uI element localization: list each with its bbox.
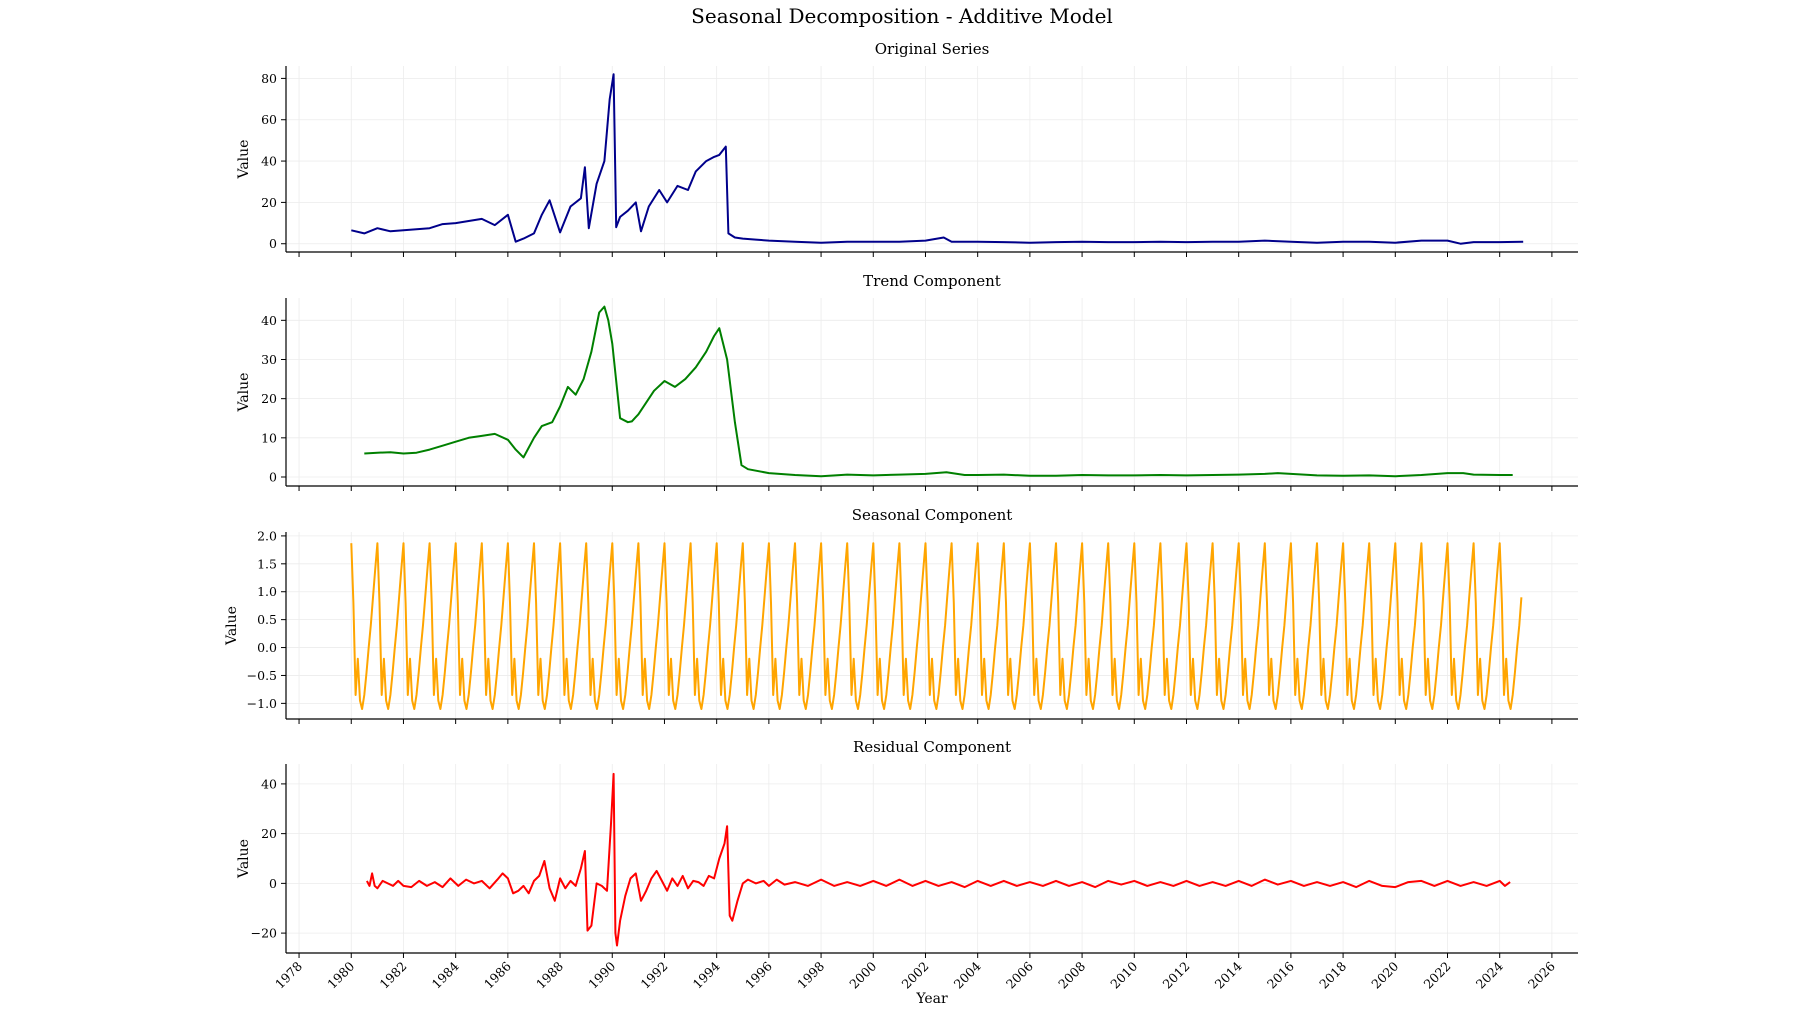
x-tick-label: 2002	[898, 959, 931, 992]
x-tick-label: 2018	[1316, 958, 1349, 991]
y-tick-label: 40	[261, 154, 277, 169]
x-tick-label: 1984	[429, 958, 462, 991]
y-tick-label: −1.0	[247, 696, 277, 711]
y-tick-label: 60	[261, 112, 277, 127]
subplot-3: −1.0 −0.5 0.0 0.5 1.0 1.5 2.0 Seasonal Componen…	[224, 506, 1578, 724]
series-line	[364, 305, 1513, 478]
y-tick-label: 0.5	[257, 612, 277, 627]
subplot-2: 0 10 20 30 40 Trend Component Value	[236, 272, 1578, 491]
y-tick-label: 1.5	[257, 556, 277, 571]
x-tick-label: 1996	[742, 958, 775, 991]
subplot-title: Trend Component	[863, 272, 1001, 290]
subplot-4: −20 0 20 40 Residual Component Value	[236, 738, 1578, 958]
y-axis-label: Value	[224, 606, 240, 646]
x-axis-label: Year	[915, 991, 948, 1007]
y-axis-label: Value	[236, 373, 252, 413]
y-tick-label: 80	[261, 71, 277, 86]
y-tick-label: 2.0	[257, 528, 277, 543]
y-tick-label: 0	[269, 876, 277, 891]
x-tick-label: 2026	[1525, 958, 1558, 991]
figure-title: Seasonal Decomposition - Additive Model	[691, 4, 1113, 28]
x-tick-label: 1992	[637, 959, 670, 992]
y-tick-label: 20	[261, 391, 277, 406]
y-tick-label: 30	[261, 352, 277, 367]
series-line	[350, 542, 1523, 710]
x-tick-label: 2006	[1003, 958, 1036, 991]
series-line	[351, 73, 1524, 245]
x-tick-label: 1982	[376, 959, 409, 992]
x-tick-label: 1980	[324, 958, 357, 991]
y-tick-label: −0.5	[247, 668, 277, 683]
y-axis-label: Value	[236, 140, 252, 180]
y-tick-label: 0	[269, 469, 277, 484]
x-tick-label: 2012	[1160, 959, 1193, 992]
subplot-title: Seasonal Component	[852, 506, 1013, 524]
x-tick-label: 1978	[272, 958, 305, 991]
x-tick-label: 2020	[1368, 958, 1401, 991]
y-tick-label: 20	[261, 826, 277, 841]
y-tick-label: 0	[269, 236, 277, 251]
x-tick-label: 2024	[1473, 958, 1506, 991]
y-tick-label: 40	[261, 313, 277, 328]
y-tick-label: 40	[261, 776, 277, 791]
x-tick-label: 1986	[481, 958, 514, 991]
x-tick-label: 2008	[1055, 958, 1088, 991]
subplot-title: Original Series	[875, 40, 990, 58]
y-tick-label: 10	[261, 430, 277, 445]
x-tick-label: 2022	[1421, 959, 1454, 992]
subplot-title: Residual Component	[853, 738, 1011, 756]
x-tick-label: 2010	[1107, 958, 1140, 991]
y-tick-label: 20	[261, 195, 277, 210]
y-axis-label: Value	[236, 839, 252, 879]
x-tick-label: 2014	[1212, 958, 1245, 991]
x-tick-labels: 1978 1980 1982 1984 1986 1988 1990 1992 1994 1996…	[272, 958, 1558, 991]
series-line	[366, 772, 1511, 947]
subplot-panels: 0 20 40 60 80 Original Series Value 0 10 20 30 40 Tr…	[224, 40, 1578, 992]
x-tick-label: 2016	[1264, 958, 1297, 991]
y-tick-label: 1.0	[257, 584, 277, 599]
x-tick-label: 1994	[690, 958, 723, 991]
x-tick-label: 2004	[951, 958, 984, 991]
x-tick-label: 2000	[846, 958, 879, 991]
y-tick-label: −20	[251, 926, 277, 941]
x-tick-label: 1988	[533, 958, 566, 991]
subplot-1: 0 20 40 60 80 Original Series Value	[236, 40, 1578, 257]
y-tick-label: 0.0	[257, 640, 277, 655]
x-tick-label: 1998	[794, 958, 827, 991]
x-tick-label: 1990	[585, 958, 618, 991]
